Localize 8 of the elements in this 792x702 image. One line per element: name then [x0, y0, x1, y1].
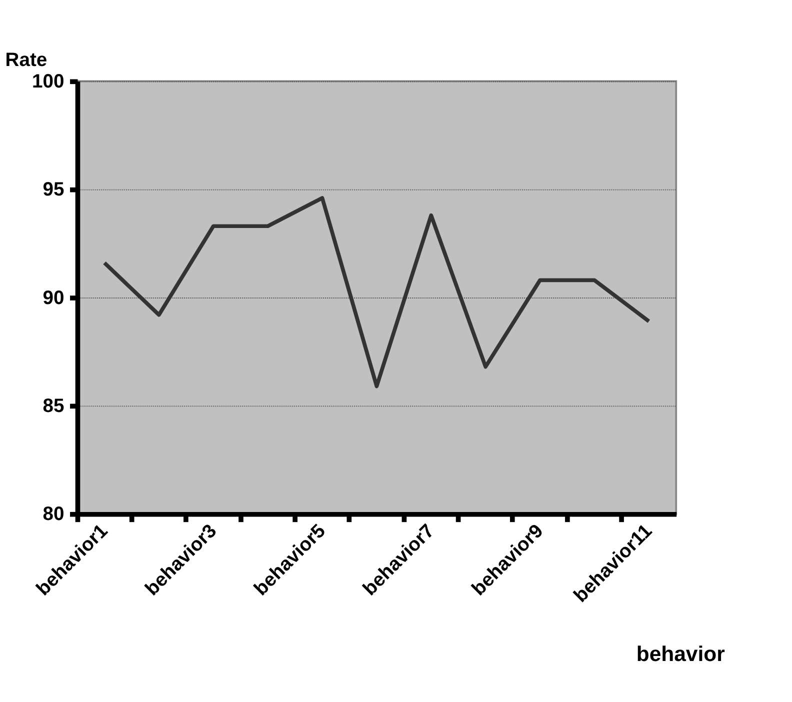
- y-tick-label: 95: [42, 180, 64, 201]
- y-tick-label: 90: [42, 288, 64, 309]
- y-axis-title: Rate: [5, 50, 48, 72]
- y-tick-label: 100: [32, 71, 64, 92]
- y-tick-label: 85: [42, 396, 64, 417]
- x-axis-title: behavior: [636, 642, 725, 666]
- y-tick-label: 80: [42, 504, 64, 526]
- line-series: [102, 196, 651, 388]
